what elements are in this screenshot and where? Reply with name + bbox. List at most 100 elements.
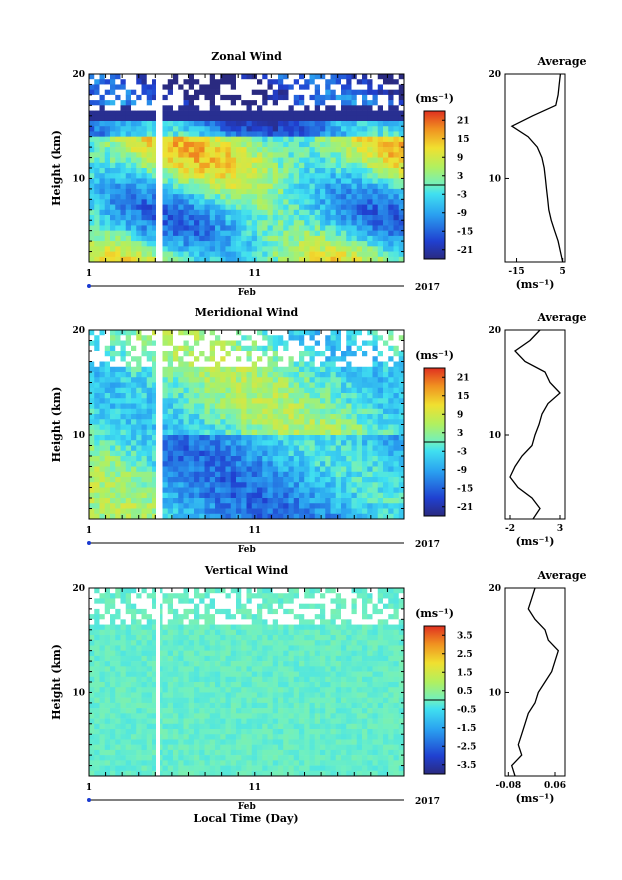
- heatmap-cell: [315, 467, 321, 473]
- heatmap-cell: [194, 215, 200, 221]
- heatmap-cell: [147, 619, 153, 625]
- heatmap-cell: [325, 398, 331, 404]
- heatmap-cell: [173, 425, 179, 431]
- heatmap-cell: [399, 419, 405, 425]
- heatmap-cell: [268, 414, 274, 420]
- heatmap-cell: [126, 205, 132, 211]
- heatmap-cell: [304, 184, 310, 190]
- heatmap-cell: [310, 435, 316, 441]
- heatmap-cell: [273, 105, 279, 111]
- heatmap-cell: [341, 414, 347, 420]
- heatmap-cell: [304, 163, 310, 169]
- heatmap-cell: [352, 111, 358, 117]
- heatmap-cell: [131, 635, 137, 641]
- heatmap-cell: [163, 383, 169, 389]
- heatmap-cell: [357, 147, 363, 153]
- heatmap-cell: [236, 147, 242, 153]
- heatmap-cell: [136, 598, 142, 604]
- heatmap-cell: [100, 656, 106, 662]
- heatmap-cell: [236, 372, 242, 378]
- heatmap-cell: [367, 341, 373, 347]
- heatmap-cell: [147, 419, 153, 425]
- heatmap-cell: [383, 346, 389, 352]
- heatmap-cell: [325, 488, 331, 494]
- heatmap-cell: [136, 236, 142, 242]
- heatmap-cell: [304, 121, 310, 127]
- heatmap-cell: [189, 456, 195, 462]
- heatmap-cell: [115, 635, 121, 641]
- heatmap-cell: [352, 189, 358, 195]
- heatmap-cell: [262, 335, 268, 341]
- heatmap-cell: [367, 210, 373, 216]
- heatmap-cell: [131, 430, 137, 436]
- heatmap-cell: [194, 173, 200, 179]
- heatmap-cell: [341, 383, 347, 389]
- heatmap-cell: [331, 168, 337, 174]
- heatmap-cell: [121, 672, 127, 678]
- heatmap-cell: [257, 356, 263, 362]
- heatmap-cell: [184, 456, 190, 462]
- heatmap-cell: [341, 241, 347, 247]
- heatmap-cell: [241, 419, 247, 425]
- heatmap-cell: [184, 430, 190, 436]
- heatmap-cell: [362, 158, 368, 164]
- heatmap-cell: [173, 477, 179, 483]
- heatmap-cell: [142, 194, 148, 200]
- heatmap-cell: [136, 682, 142, 688]
- heatmap-cell: [247, 330, 253, 336]
- heatmap-cell: [315, 341, 321, 347]
- heatmap-cell: [304, 377, 310, 383]
- heatmap-cell: [189, 236, 195, 242]
- heatmap-cell: [194, 419, 200, 425]
- heatmap-cell: [362, 137, 368, 143]
- heatmap-cell: [373, 252, 379, 258]
- heatmap-cell: [320, 467, 326, 473]
- heatmap-cell: [194, 451, 200, 457]
- heatmap-cell: [378, 414, 384, 420]
- heatmap-cell: [89, 593, 95, 599]
- heatmap-cell: [115, 215, 121, 221]
- heatmap-cell: [105, 236, 111, 242]
- heatmap-cell: [394, 184, 400, 190]
- heatmap-cell: [126, 488, 132, 494]
- heatmap-cell: [126, 116, 132, 122]
- heatmap-cell: [310, 116, 316, 122]
- heatmap-cell: [336, 205, 342, 211]
- heatmap-cell: [357, 137, 363, 143]
- heatmap-cell: [126, 257, 132, 263]
- heatmap-cell: [325, 430, 331, 436]
- heatmap-cell: [336, 435, 342, 441]
- heatmap-cell: [194, 503, 200, 509]
- heatmap-cell: [294, 105, 300, 111]
- heatmap-cell: [378, 335, 384, 341]
- heatmap-cell: [283, 126, 289, 132]
- heatmap-cell: [252, 388, 258, 394]
- heatmap-cell: [110, 95, 116, 101]
- heatmap-cell: [194, 205, 200, 211]
- heatmap-cell: [100, 771, 106, 777]
- heatmap-cell: [89, 645, 95, 651]
- heatmap-cell: [115, 225, 121, 231]
- heatmap-cell: [252, 168, 258, 174]
- heatmap-cell: [241, 220, 247, 226]
- heatmap-cell: [378, 163, 384, 169]
- heatmap-cell: [121, 121, 127, 127]
- heatmap-cell: [126, 194, 132, 200]
- heatmap-cell: [178, 79, 184, 85]
- heatmap-cell: [336, 178, 342, 184]
- heatmap-cell: [199, 241, 205, 247]
- heatmap-cell: [163, 372, 169, 378]
- heatmap-cell: [178, 430, 184, 436]
- heatmap-cell: [357, 404, 363, 410]
- heatmap-cell: [388, 456, 394, 462]
- heatmap-cell: [199, 205, 205, 211]
- heatmap-cell: [383, 472, 389, 478]
- heatmap-cell: [215, 414, 221, 420]
- heatmap-cell: [121, 755, 127, 761]
- heatmap-cell: [142, 614, 148, 620]
- heatmap-cell: [189, 477, 195, 483]
- heatmap-cell: [310, 498, 316, 504]
- x-tick-label: 1: [86, 269, 92, 279]
- heatmap-cell: [189, 111, 195, 117]
- heatmap-cell: [294, 440, 300, 446]
